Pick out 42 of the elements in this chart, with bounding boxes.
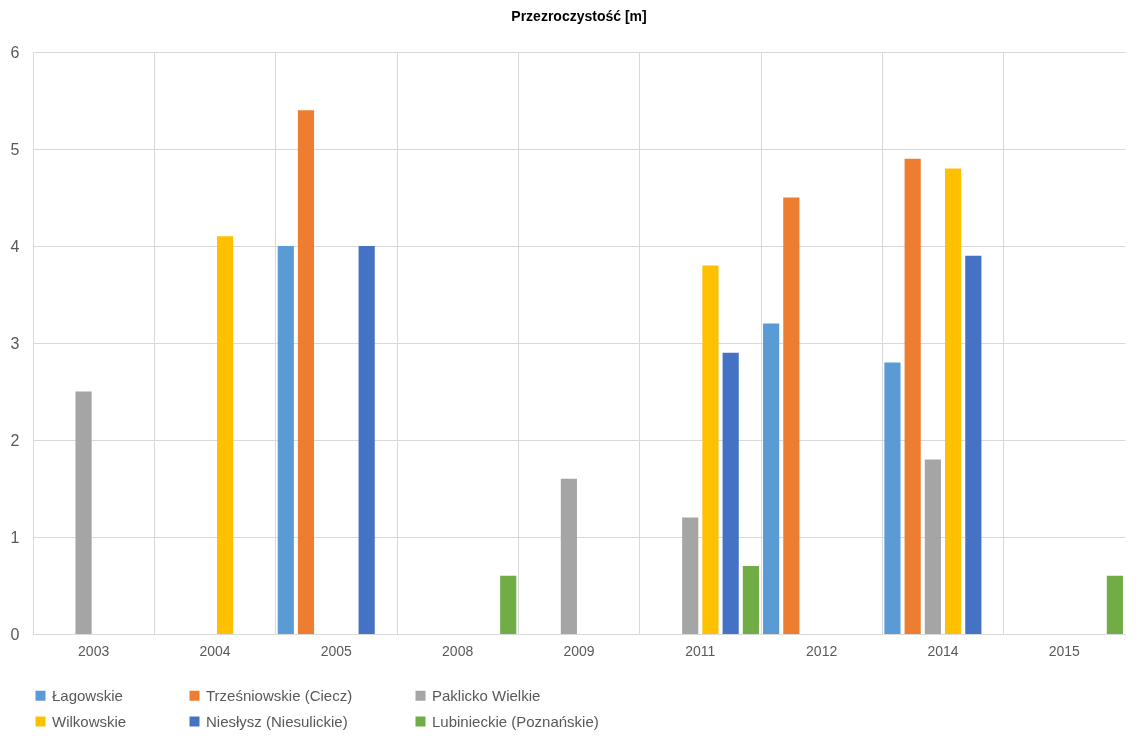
legend-label: Wilkowskie [52,712,127,730]
bar [884,362,901,634]
bar [500,575,517,634]
bar [722,352,739,634]
bar [783,197,800,634]
bar [904,158,921,634]
bar [1106,575,1123,634]
x-tick-label: 2003 [78,642,110,659]
y-tick-label: 4 [10,237,20,255]
y-tick-label: 1 [10,528,20,546]
bar [217,236,234,634]
y-tick-label: 5 [10,140,20,158]
legend-label: Łagowskie [52,686,123,704]
bar [702,265,719,634]
bar [682,517,699,634]
bar [75,391,92,634]
bar [763,323,780,634]
legend-label: Lubinieckie (Poznańskie) [432,712,599,730]
bar [277,246,294,634]
legend-label: Trześniowskie (Ciecz) [206,686,353,704]
x-tick-label: 2005 [320,642,353,659]
x-tick-label: 2009 [563,642,595,659]
bar [358,246,375,634]
legend-label: Paklicko Wielkie [432,686,541,704]
bar [297,110,315,634]
bar [945,168,962,634]
x-tick-label: 2014 [927,642,959,659]
x-tick-label: 2015 [1048,642,1081,659]
y-tick-label: 2 [10,431,20,449]
x-tick-label: 2012 [806,642,838,659]
bar [965,255,982,634]
bar [924,459,941,634]
bar [742,566,759,634]
legend-label: Niesłysz (Niesulickie) [206,712,348,730]
chart-title: Przezroczystość [m] [511,8,647,24]
bar [560,478,577,634]
x-tick-label: 2008 [442,642,474,659]
y-tick-label: 0 [10,625,20,643]
y-tick-label: 3 [10,334,20,352]
x-tick-label: 2011 [685,642,716,659]
x-tick-label: 2004 [199,642,231,659]
y-tick-label: 6 [10,43,20,61]
